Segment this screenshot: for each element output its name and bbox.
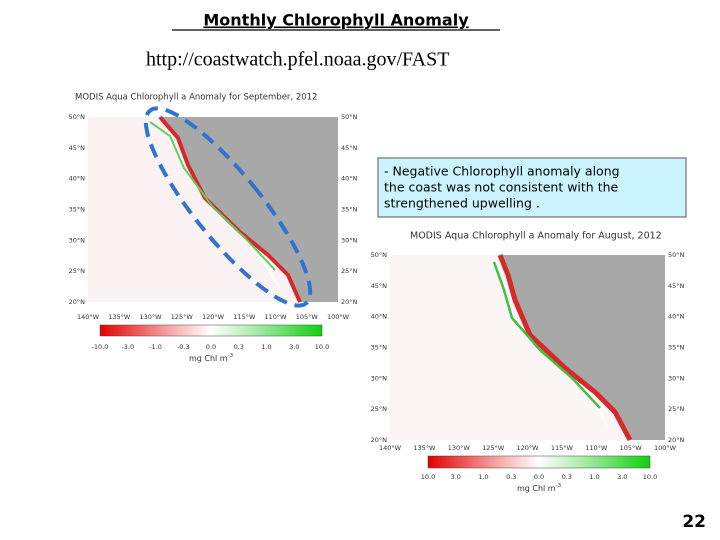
colorbar-label: 10.0 (421, 473, 435, 481)
units-power: -3 (228, 353, 234, 359)
lat-label: 35°N (69, 206, 86, 214)
lat-label: 40°N (69, 175, 86, 183)
colorbar-label: 1.0 (478, 473, 488, 481)
lon-label: 110°W (264, 313, 287, 321)
colorbar-label: 10.0 (643, 473, 657, 481)
lat-label: 35°N (341, 206, 358, 214)
lon-label: 110°W (585, 444, 608, 452)
lat-label: 20°N (668, 436, 685, 444)
lon-label: 120°W (202, 313, 225, 321)
lon-label: 105°W (620, 444, 643, 452)
colorbar-label: 0.0 (206, 343, 216, 351)
lon-label: 105°W (296, 313, 319, 321)
lon-label: 125°W (482, 444, 505, 452)
lat-label: 40°N (668, 313, 685, 321)
map-title: MODIS Aqua Chlorophyll a Anomaly for Sep… (75, 93, 317, 103)
lat-label: 50°N (69, 113, 86, 121)
lat-label: 20°N (341, 298, 358, 306)
slide-title: Monthly Chlorophyll Anomaly (203, 11, 469, 30)
lon-label: 135°W (108, 313, 131, 321)
lat-label: 35°N (371, 344, 388, 352)
lat-label: 25°N (341, 267, 358, 275)
colorbar-label: -10.0 (92, 343, 109, 351)
units-text: mg Chl m (189, 354, 228, 363)
lat-label: 40°N (341, 175, 358, 183)
lat-label: 20°N (371, 436, 388, 444)
lat-label: 35°N (668, 344, 685, 352)
lat-label: 25°N (371, 405, 388, 413)
colorbar-label: 3.0 (289, 343, 299, 351)
land (500, 255, 665, 440)
lat-label: 20°N (69, 298, 86, 306)
colorbar-label: 1.0 (589, 473, 599, 481)
lat-label: 30°N (341, 236, 358, 244)
lat-label: 30°N (668, 374, 685, 382)
lat-label: 30°N (69, 236, 86, 244)
units-text: mg Chl m (517, 484, 556, 493)
colorbar-label: 0.3 (562, 473, 572, 481)
colorbar-label: 10.0 (315, 343, 329, 351)
lon-label: 125°W (171, 313, 194, 321)
lat-label: 45°N (341, 144, 358, 152)
units-label: mg Chl m-3 (517, 483, 562, 493)
colorbar-label: 0.3 (234, 343, 244, 351)
lat-label: 50°N (341, 113, 358, 121)
colorbar-label: 3.0 (617, 473, 627, 481)
colorbar-label: 0.3 (506, 473, 516, 481)
lon-label: 130°W (139, 313, 162, 321)
lon-label: 140°W (77, 313, 100, 321)
colorbar-label: -1.0 (149, 343, 162, 351)
lon-label: 100°W (327, 313, 350, 321)
lat-label: 25°N (69, 267, 86, 275)
page-number: 22 (682, 512, 706, 532)
map-title: MODIS Aqua Chlorophyll a Anomaly for Aug… (410, 231, 662, 242)
note-box (377, 157, 687, 218)
lat-label: 50°N (668, 251, 685, 259)
lat-label: 45°N (668, 282, 685, 290)
lon-label: 120°W (516, 444, 539, 452)
lat-label: 25°N (668, 405, 685, 413)
highlight-ellipse (143, 106, 313, 308)
lat-label: 50°N (371, 251, 388, 259)
colorbar (427, 455, 651, 469)
lat-label: 45°N (371, 282, 388, 290)
coastal-anomaly (497, 254, 633, 442)
coastal-anomaly (149, 121, 276, 271)
lon-label: 115°W (233, 313, 256, 321)
colorbar-label: 3.0 (451, 473, 461, 481)
colorbar-label: -0.3 (177, 343, 190, 351)
lon-label: 140°W (379, 444, 402, 452)
colorbar-label: -3.0 (121, 343, 134, 351)
map-september (88, 106, 338, 337)
source-url: http://coastwatch.pfel.noaa.gov/FAST (146, 49, 449, 71)
lon-label: 115°W (551, 444, 574, 452)
lon-label: 130°W (448, 444, 471, 452)
lon-label: 100°W (654, 444, 677, 452)
map-august (390, 254, 665, 469)
colorbar-label: 0.0 (534, 473, 544, 481)
coastal-anomaly (492, 261, 601, 409)
units-power: -3 (556, 483, 562, 489)
colorbar-label: 1.0 (261, 343, 271, 351)
lat-label: 40°N (371, 313, 388, 321)
colorbar (99, 324, 323, 337)
land (160, 117, 338, 302)
note-line: - Negative Chlorophyll anomaly along (384, 164, 620, 179)
note-line: strengthened upwelling . (384, 196, 540, 211)
lat-label: 45°N (69, 144, 86, 152)
lat-label: 30°N (371, 374, 388, 382)
note-line: the coast was not consistent with the (384, 180, 619, 195)
units-label: mg Chl m-3 (189, 353, 234, 363)
lon-label: 135°W (413, 444, 436, 452)
